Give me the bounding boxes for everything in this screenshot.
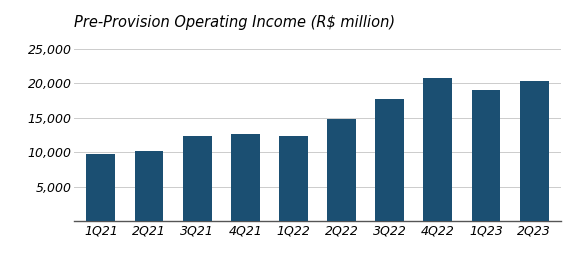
Text: Pre-Provision Operating Income (R$ million): Pre-Provision Operating Income (R$ milli…	[74, 15, 395, 30]
Bar	[279, 136, 308, 221]
Bar	[327, 119, 356, 221]
Bar	[134, 151, 164, 221]
Bar	[519, 81, 549, 221]
Bar	[231, 134, 260, 221]
Bar	[471, 90, 500, 221]
Bar	[423, 78, 452, 221]
Bar	[182, 136, 212, 221]
Bar	[375, 99, 404, 221]
Bar	[86, 154, 116, 221]
